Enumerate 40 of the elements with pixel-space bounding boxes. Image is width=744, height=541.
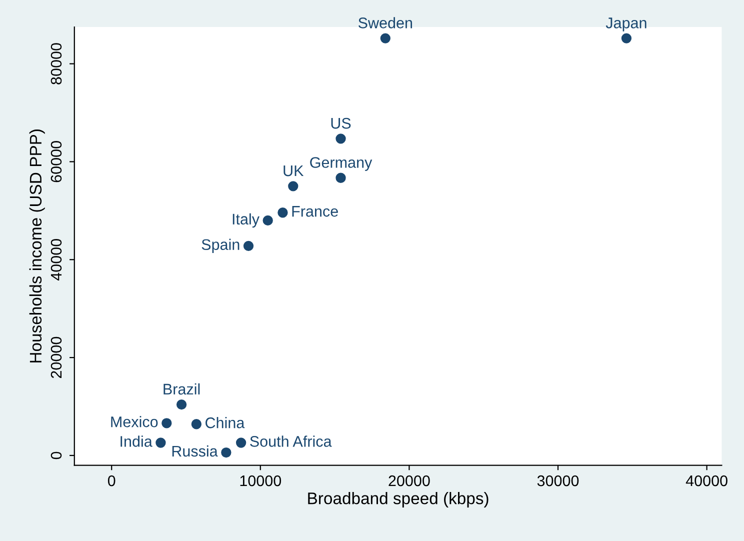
annotation: Germany [310,157,372,171]
y-tick-label: 0 [50,452,62,460]
y-tick-label: 40000 [50,238,62,281]
x-axis-title: Broadband speed (kbps) [308,492,488,508]
annotation: UK [284,166,304,176]
x-tick-label: 0 [108,475,116,486]
point [621,33,632,44]
point [278,208,288,218]
annotation: Mexico [111,416,158,428]
point [336,172,346,183]
point [176,399,187,410]
y-tick-label: 60000 [50,141,62,182]
annotation: Brazil [164,383,200,395]
point [262,215,273,226]
point [288,181,298,192]
annotation: China [206,417,245,428]
point [191,419,202,430]
annotation: France [292,206,338,217]
y-tick-label: 20000 [50,336,62,378]
point [336,134,346,144]
x-tick-label: 20000 [388,475,430,486]
annotation: Sweden [358,17,412,28]
x-tick-label: 40000 [686,475,728,486]
x-tick-label: 10000 [240,475,282,486]
x-tick-label: 30000 [537,475,579,486]
y-tick-label: 80000 [50,43,62,84]
annotation: India [120,436,152,447]
point [243,240,254,251]
point [156,438,166,448]
point [162,418,172,428]
point [221,447,232,458]
point [236,438,246,448]
point [380,33,390,44]
y-axis-title: Households income (USD PPP) [29,130,45,362]
annotation: Italy [232,213,260,228]
annotation: Japan [606,18,646,32]
annotation: South Africa [250,436,332,447]
annotation: Spain [202,238,240,254]
annotation: Russia [172,445,218,457]
annotation: US [331,118,351,129]
